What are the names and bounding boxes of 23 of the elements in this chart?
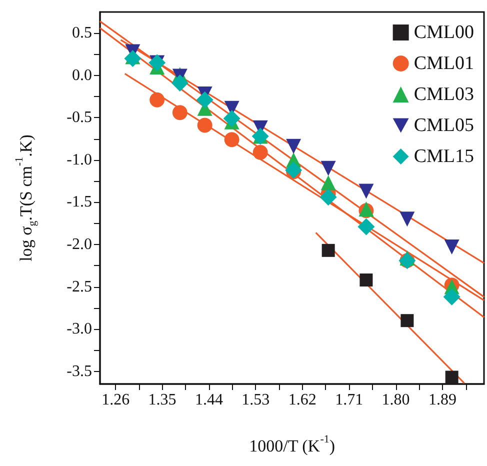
legend-label: CML05 bbox=[414, 115, 474, 136]
y-tick-label: 0.5 bbox=[72, 24, 92, 42]
x-tick-label: 1.44 bbox=[194, 392, 223, 408]
x-tick-label: 1.71 bbox=[335, 392, 364, 408]
x-tick-label: 1.62 bbox=[288, 392, 316, 408]
y-axis-title: log σg.T(S cm-1.K) bbox=[14, 134, 38, 262]
y-tick-label: -1.0 bbox=[66, 151, 92, 168]
legend-label: CML00 bbox=[414, 22, 474, 43]
x-tick-label: 1.80 bbox=[382, 392, 410, 408]
legend-label: CML03 bbox=[414, 84, 474, 105]
x-tick-label: 1.26 bbox=[102, 392, 130, 408]
y-tick-label: -2.5 bbox=[66, 278, 92, 296]
y-tick-label: -0.5 bbox=[66, 109, 92, 126]
legend-label: CML15 bbox=[414, 146, 474, 167]
x-tick-label: 1.35 bbox=[148, 392, 176, 408]
y-tick-label: -1.5 bbox=[66, 194, 92, 211]
x-tick-label: 1.53 bbox=[242, 392, 270, 408]
y-tick-label: -3.0 bbox=[66, 320, 92, 338]
x-tick-label: 1.89 bbox=[428, 392, 456, 408]
y-tick-label: 0.0 bbox=[72, 66, 92, 84]
y-tick-label: -2.0 bbox=[66, 236, 92, 253]
legend-label: CML01 bbox=[414, 53, 474, 74]
y-tick-label: -3.5 bbox=[66, 362, 92, 380]
